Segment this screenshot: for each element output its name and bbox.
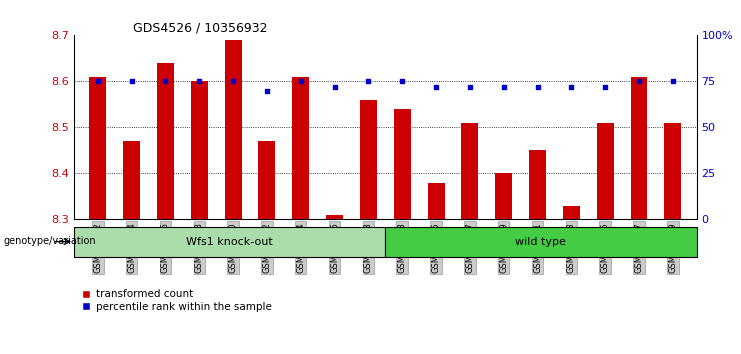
Bar — [74, 227, 385, 257]
Point — [295, 79, 307, 84]
Point — [667, 79, 679, 84]
Bar — [157, 63, 174, 219]
Point — [227, 79, 239, 84]
Bar — [563, 206, 579, 219]
Bar — [385, 227, 697, 257]
Bar — [665, 123, 681, 219]
Bar — [191, 81, 207, 219]
Text: genotype/variation: genotype/variation — [4, 236, 96, 246]
Bar — [529, 150, 546, 219]
Bar — [462, 123, 479, 219]
Point — [159, 79, 171, 84]
Bar — [292, 77, 309, 219]
Bar — [225, 40, 242, 219]
Point — [531, 84, 543, 90]
Point — [396, 79, 408, 84]
Legend: transformed count, percentile rank within the sample: transformed count, percentile rank withi… — [79, 289, 273, 313]
Point — [329, 84, 341, 90]
Bar — [326, 215, 343, 219]
Bar — [360, 100, 377, 219]
Point — [633, 79, 645, 84]
Bar — [123, 141, 140, 219]
Point — [565, 84, 577, 90]
Text: GDS4526 / 10356932: GDS4526 / 10356932 — [133, 21, 268, 34]
Bar — [259, 141, 276, 219]
Text: wild type: wild type — [516, 236, 566, 247]
Point — [599, 84, 611, 90]
Point — [193, 79, 205, 84]
Bar — [90, 77, 106, 219]
Bar — [631, 77, 648, 219]
Text: Wfs1 knock-out: Wfs1 knock-out — [186, 236, 273, 247]
Point — [498, 84, 510, 90]
Point — [430, 84, 442, 90]
Point — [362, 79, 374, 84]
Bar — [428, 183, 445, 219]
Bar — [393, 109, 411, 219]
Point — [464, 84, 476, 90]
Point — [92, 79, 104, 84]
Bar — [597, 123, 614, 219]
Point — [261, 88, 273, 93]
Point — [126, 79, 138, 84]
Bar — [495, 173, 512, 219]
